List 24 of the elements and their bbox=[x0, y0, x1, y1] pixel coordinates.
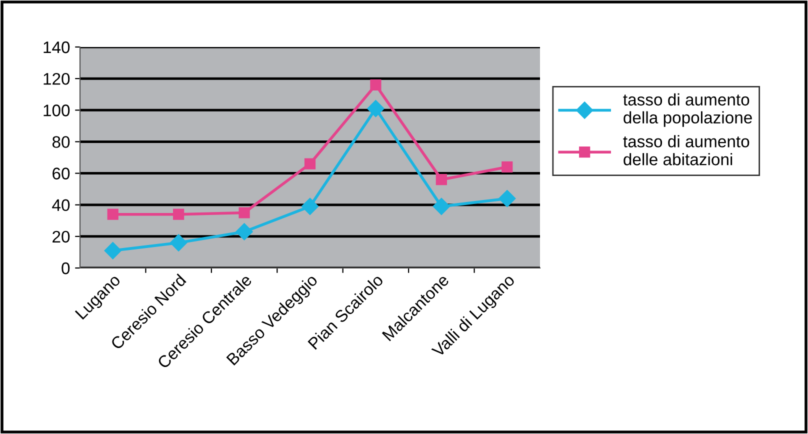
legend-label: tasso di aumento della popolazione bbox=[623, 93, 752, 127]
y-tick-label: 0 bbox=[62, 262, 70, 274]
point bbox=[502, 161, 513, 173]
point bbox=[436, 174, 447, 186]
point bbox=[301, 198, 319, 215]
point bbox=[370, 79, 382, 90]
point bbox=[367, 100, 384, 118]
y-tick-label: 140 bbox=[44, 41, 70, 54]
point bbox=[107, 208, 118, 220]
point bbox=[236, 223, 253, 240]
y-tick-label: 60 bbox=[52, 168, 70, 180]
point bbox=[498, 190, 516, 208]
y-tick-label: 80 bbox=[52, 136, 70, 148]
y-tick-label: 120 bbox=[44, 72, 70, 85]
point bbox=[304, 158, 316, 170]
point bbox=[170, 234, 188, 252]
point bbox=[104, 242, 122, 260]
y-tick-label: 40 bbox=[52, 199, 70, 212]
point bbox=[173, 208, 184, 220]
y-tick-label: 100 bbox=[44, 104, 70, 116]
legend-label: tasso di aumento delle abitazioni bbox=[623, 135, 750, 166]
point bbox=[238, 207, 250, 218]
point bbox=[432, 198, 450, 215]
y-tick-label: 20 bbox=[52, 230, 70, 243]
